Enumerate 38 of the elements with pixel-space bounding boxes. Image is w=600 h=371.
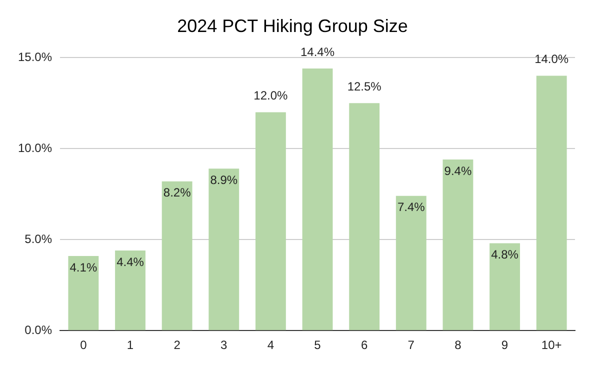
x-tick-label: 0 <box>80 338 88 352</box>
data-label: 9.4% <box>444 164 472 178</box>
y-tick-label: 10.0% <box>18 140 52 155</box>
data-label: 14.0% <box>534 52 569 66</box>
bar <box>162 181 192 330</box>
data-label: 4.1% <box>70 260 98 274</box>
x-tick-label: 4 <box>267 338 274 352</box>
x-tick-label: 5 <box>314 338 322 352</box>
data-label: 4.8% <box>491 248 519 262</box>
y-tick-label: 5.0% <box>24 232 52 246</box>
data-label: 8.9% <box>210 172 238 187</box>
chart-title: 2024 PCT Hiking Group Size <box>177 16 408 36</box>
x-tick-label: 3 <box>220 338 228 352</box>
bar <box>255 112 286 330</box>
x-tick-label: 9 <box>501 338 508 352</box>
bar <box>490 243 520 330</box>
data-label: 12.5% <box>347 79 382 94</box>
data-label: 4.4% <box>116 254 144 269</box>
bar <box>302 68 333 330</box>
x-tick-label: 10+ <box>541 338 562 352</box>
bar <box>536 76 567 330</box>
bar <box>68 256 99 330</box>
data-label: 8.2% <box>163 186 192 200</box>
bar <box>396 196 426 330</box>
x-tick-label: 8 <box>454 338 462 352</box>
bar <box>442 160 474 330</box>
bar <box>115 250 146 330</box>
data-label: 14.4% <box>300 44 335 59</box>
data-label: 7.4% <box>397 200 426 214</box>
x-tick-label: 6 <box>360 338 368 352</box>
y-tick-label: 15.0% <box>18 50 52 64</box>
y-tick-label: 0.0% <box>24 322 52 337</box>
x-tick-label: 2 <box>174 338 181 352</box>
data-label: 12.0% <box>254 88 288 103</box>
bar <box>349 103 380 330</box>
bar <box>208 168 240 330</box>
x-tick-label: 1 <box>126 338 134 352</box>
x-tick-label: 7 <box>408 338 415 352</box>
